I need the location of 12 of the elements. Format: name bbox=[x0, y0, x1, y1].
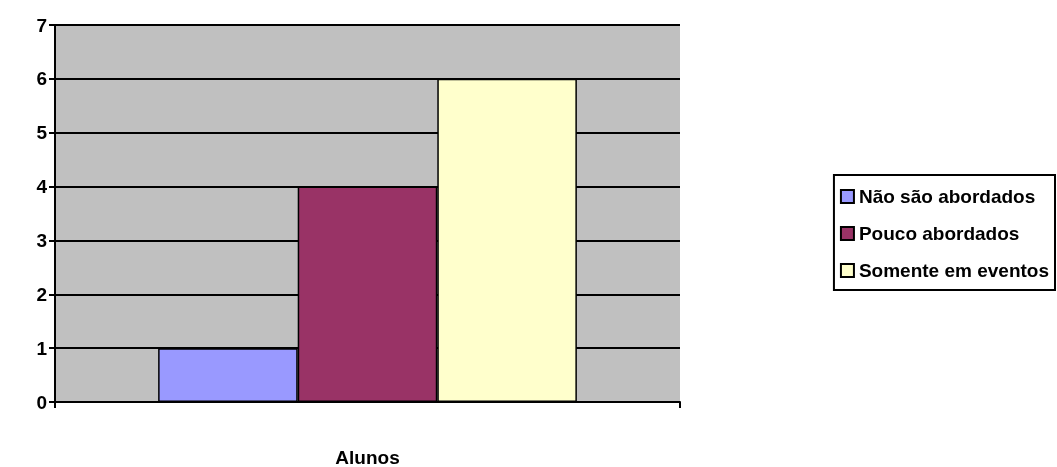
y-tick-label: 7 bbox=[36, 14, 47, 36]
y-tick-label: 4 bbox=[36, 176, 48, 198]
y-tick-label: 2 bbox=[36, 283, 47, 305]
y-tick-label: 3 bbox=[36, 229, 47, 251]
legend-label: Não são abordados bbox=[858, 186, 1036, 207]
y-tick-label: 0 bbox=[36, 391, 47, 413]
x-tick-label: Alunos bbox=[335, 447, 400, 467]
y-tick-label: 5 bbox=[36, 122, 48, 144]
y-tick-label: 6 bbox=[36, 68, 47, 90]
legend-label: Pouco abordados bbox=[858, 223, 1020, 244]
y-tick-label: 1 bbox=[36, 337, 48, 359]
legend-label: Somente em eventos bbox=[858, 260, 1050, 281]
